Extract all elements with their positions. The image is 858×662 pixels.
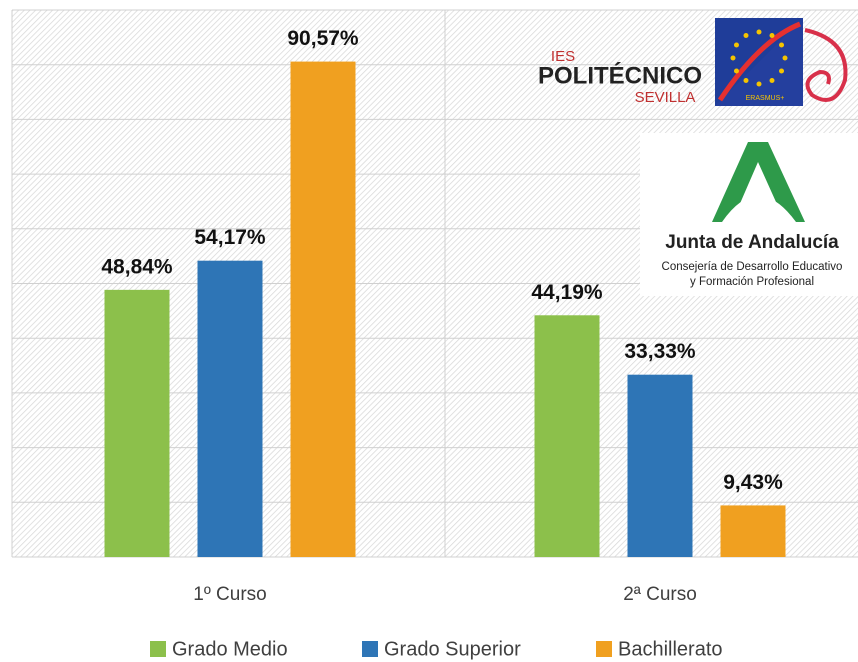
data-label: 48,84%	[101, 255, 173, 278]
bar	[720, 505, 786, 557]
data-label: 33,33%	[624, 340, 696, 363]
logo-swoosh	[717, 21, 801, 102]
bar	[534, 315, 600, 557]
bar	[290, 61, 356, 558]
flag-star	[733, 42, 739, 48]
flag-star	[730, 55, 736, 61]
flag-star	[756, 29, 762, 35]
data-label: 90,57%	[287, 27, 359, 50]
logo-text: y Formación Profesional	[690, 276, 814, 288]
bar	[197, 260, 263, 557]
legend-swatch	[150, 641, 166, 657]
bar	[104, 289, 170, 557]
data-label: 44,19%	[531, 281, 603, 304]
flag-star	[782, 55, 788, 61]
junta-mark-cut	[722, 196, 796, 222]
flag-shade	[715, 18, 803, 106]
legend-label: Grado Superior	[384, 638, 521, 660]
flag-star	[779, 68, 785, 74]
logo-text: SEVILLA	[635, 89, 696, 106]
flag-star	[743, 78, 749, 84]
logo-text: Consejería de Desarrollo Educativo	[662, 261, 843, 273]
logo-text: POLITÉCNICO	[538, 61, 702, 89]
legend-label: Grado Medio	[172, 638, 288, 660]
data-label: 9,43%	[723, 471, 783, 494]
bar	[627, 374, 693, 557]
junta-mark	[712, 142, 805, 222]
logo-text: Junta de Andalucía	[665, 232, 839, 253]
legend-label: Bachillerato	[618, 638, 723, 660]
logo-spiral	[804, 28, 848, 102]
logos	[640, 18, 858, 296]
logo-text: IES	[551, 48, 575, 65]
flag-star	[779, 42, 785, 48]
logo-text: ERASMUS+	[746, 95, 785, 102]
flag-star	[733, 68, 739, 74]
x-tick-label: 1º Curso	[193, 584, 266, 605]
data-label: 54,17%	[194, 226, 266, 249]
legend-swatch	[362, 641, 378, 657]
flag-star	[756, 81, 762, 87]
flag-star	[743, 32, 749, 38]
flag-star	[769, 78, 775, 84]
legend-swatch	[596, 641, 612, 657]
flag-star	[769, 32, 775, 38]
x-tick-label: 2ª Curso	[623, 584, 697, 605]
